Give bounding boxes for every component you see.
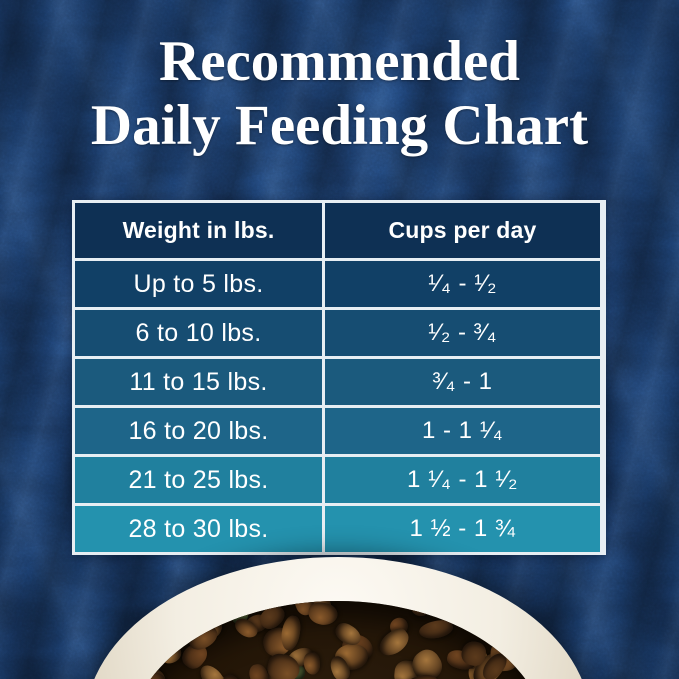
- table-row-cups: 1 ½ - 1 ¾: [325, 506, 600, 552]
- table-row-cups: ¹⁄₂ - ³⁄₄: [325, 310, 600, 356]
- table-row-weight: 28 to 30 lbs.: [75, 506, 322, 552]
- page-title-line1: Recommended: [159, 30, 520, 93]
- table-row-weight: 16 to 20 lbs.: [75, 408, 322, 454]
- kibble-piece: [408, 601, 432, 619]
- table-row-weight: 6 to 10 lbs.: [75, 310, 322, 356]
- table-row-weight: 21 to 25 lbs.: [75, 457, 322, 503]
- header-cell-cups: Cups per day: [325, 203, 600, 258]
- table-row-cups: 1 ¹⁄₄ - 1 ¹⁄₂: [325, 457, 600, 503]
- kibble-piece: [302, 651, 321, 675]
- page-title-line2: Daily Feeding Chart: [90, 94, 589, 157]
- table-row-cups: ¹⁄₄ - ¹⁄₂: [325, 261, 600, 307]
- kibble-piece: [307, 601, 340, 627]
- kibble-piece: [417, 618, 454, 641]
- feeding-table: Weight in lbs. Cups per day Up to 5 lbs.…: [72, 200, 606, 555]
- table-row-cups: 1 - 1 ¹⁄₄: [325, 408, 600, 454]
- kibble-food: [130, 601, 546, 679]
- page-title: Recommended Daily Feeding Chart: [0, 30, 679, 158]
- table-row-cups: ³⁄₄ - 1: [325, 359, 600, 405]
- header-cell-weight: Weight in lbs.: [75, 203, 322, 258]
- table-row-weight: Up to 5 lbs.: [75, 261, 322, 307]
- table-row-weight: 11 to 15 lbs.: [75, 359, 322, 405]
